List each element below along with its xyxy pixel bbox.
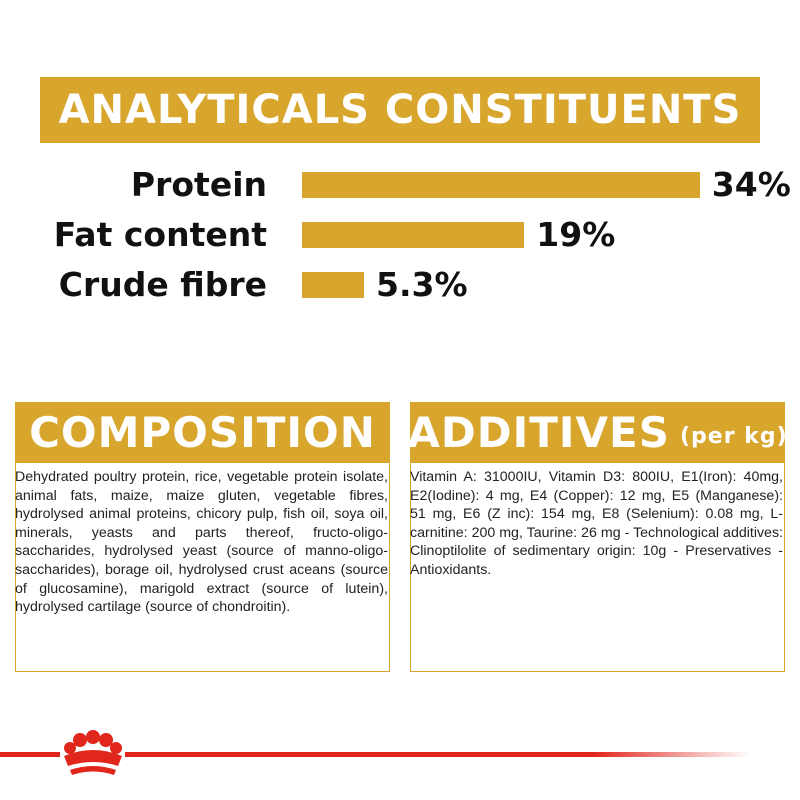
section-title: ADDITIVES (per kg)	[407, 402, 788, 462]
additives-unit: (per kg)	[679, 423, 788, 449]
bar	[302, 222, 525, 248]
value-label: 19%	[536, 215, 616, 254]
row-label: Fat content	[53, 215, 267, 254]
section-title: COMPOSITION	[15, 402, 390, 462]
section-title: ANALYTICALS CONSTITUENTS	[40, 77, 760, 143]
text-box	[410, 462, 785, 672]
footer-line	[125, 752, 750, 757]
row-label: Protein	[130, 165, 267, 204]
bar	[302, 172, 700, 198]
value-label: 34%	[711, 165, 791, 204]
value-label: 5.3%	[376, 265, 468, 304]
bar	[302, 272, 364, 298]
logo	[64, 730, 122, 775]
additives-text: Vitamin A: 31000IU, Vitamin D3: 800IU, E…	[410, 469, 783, 578]
footer	[0, 730, 750, 775]
row-label: Crude fibre	[58, 265, 267, 304]
footer-line	[0, 752, 60, 757]
composition-text: Dehydrated poultry protein, rice, vegeta…	[15, 469, 388, 616]
text-box	[15, 462, 390, 672]
additives-title: ADDITIVES	[407, 407, 670, 457]
